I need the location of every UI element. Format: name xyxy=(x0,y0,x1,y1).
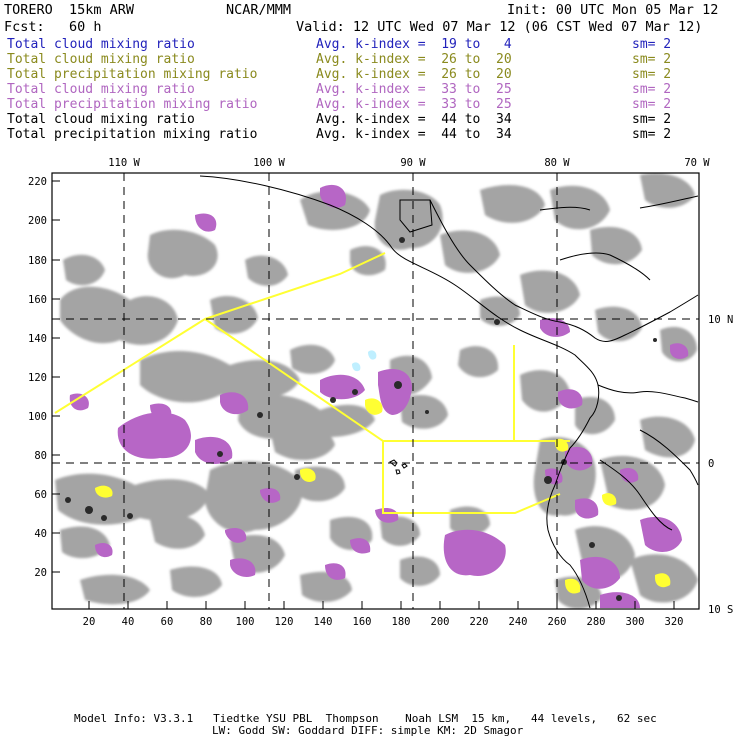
left-axis-label: 140 xyxy=(28,333,47,345)
left-axis-label: 220 xyxy=(28,176,47,188)
right-axis-label: 10 S xyxy=(708,604,733,616)
bottom-axis-label: 60 xyxy=(161,616,174,628)
bottom-axis-label: 200 xyxy=(431,616,450,628)
bottom-axis-label: 100 xyxy=(236,616,255,628)
precip-field xyxy=(69,184,689,608)
legend-sm: sm= 2 xyxy=(632,82,672,97)
left-axis-label: 160 xyxy=(28,294,47,306)
left-ticks xyxy=(52,180,60,573)
left-axis-label: 20 xyxy=(34,567,47,579)
coastline xyxy=(199,175,699,609)
legend-range: Avg. k-index = 19 to 4 xyxy=(316,37,512,52)
init-time: Init: 00 UTC Mon 05 Mar 12 xyxy=(507,2,719,18)
plot-frame xyxy=(51,172,700,610)
bottom-axis-label: 40 xyxy=(122,616,135,628)
org-label: NCAR/MMM xyxy=(226,2,292,18)
bottom-axis-label: 260 xyxy=(548,616,567,628)
model-title: TORERO 15km ARW xyxy=(4,2,135,18)
legend-name: Total precipitation mixing ratio xyxy=(7,97,258,112)
top-axis-label: 100 W xyxy=(253,157,285,169)
yellow-field xyxy=(95,398,671,594)
legend-range: Avg. k-index = 26 to 20 xyxy=(316,52,512,67)
legend-name: Total cloud mixing ratio xyxy=(7,112,195,127)
cyan-field xyxy=(352,350,377,372)
legend-sm: sm= 2 xyxy=(632,127,672,142)
bottom-axis-label: 320 xyxy=(665,616,684,628)
legend-name: Total cloud mixing ratio xyxy=(7,52,195,67)
top-axis-label: 70 W xyxy=(684,157,710,169)
bottom-axis-label: 80 xyxy=(200,616,213,628)
top-axis-label: 110 W xyxy=(108,157,140,169)
left-axis-label: 100 xyxy=(28,411,47,423)
bottom-axis-label: 180 xyxy=(392,616,411,628)
bottom-axis-label: 220 xyxy=(470,616,489,628)
legend-sm: sm= 2 xyxy=(632,67,672,82)
left-axis-label: 180 xyxy=(28,255,47,267)
legend-range: Avg. k-index = 26 to 20 xyxy=(316,67,512,82)
right-axis-label: 0 xyxy=(708,458,714,470)
bottom-axis-label: 20 xyxy=(83,616,96,628)
top-axis-label: 90 W xyxy=(400,157,426,169)
legend-sm: sm= 2 xyxy=(632,37,672,52)
legend-range: Avg. k-index = 33 to 25 xyxy=(316,97,512,112)
bottom-axis-label: 140 xyxy=(314,616,333,628)
legend-name: Total cloud mixing ratio xyxy=(7,37,195,52)
legend-range: Avg. k-index = 44 to 34 xyxy=(316,112,512,127)
legend-range: Avg. k-index = 33 to 25 xyxy=(316,82,512,97)
bottom-axis-label: 120 xyxy=(275,616,294,628)
top-axis-label: 80 W xyxy=(544,157,570,169)
forecast-hour: Fcst: 60 h xyxy=(4,19,102,35)
bottom-ticks xyxy=(88,601,675,609)
left-axis-label: 120 xyxy=(28,372,47,384)
model-info-line1: Model Info: V3.3.1 Tiedtke YSU PBL Thomp… xyxy=(74,712,657,725)
left-axis-label: 200 xyxy=(28,215,47,227)
legend-sm: sm= 2 xyxy=(632,97,672,112)
legend-range: Avg. k-index = 44 to 34 xyxy=(316,127,512,142)
domain-boundary xyxy=(54,252,570,514)
legend-name: Total precipitation mixing ratio xyxy=(7,67,258,82)
model-info-line2: LW: Godd SW: Goddard DIFF: simple KM: 2D… xyxy=(212,724,524,737)
bottom-axis-label: 240 xyxy=(509,616,528,628)
bottom-axis-label: 300 xyxy=(626,616,645,628)
left-axis-label: 40 xyxy=(34,528,47,540)
left-axis-label: 80 xyxy=(34,450,47,462)
legend-sm: sm= 2 xyxy=(632,112,672,127)
cloud-field xyxy=(55,173,698,609)
legend-name: Total precipitation mixing ratio xyxy=(7,127,258,142)
bottom-axis-label: 280 xyxy=(587,616,606,628)
bottom-axis-label: 160 xyxy=(353,616,372,628)
valid-time: Valid: 12 UTC Wed 07 Mar 12 (06 CST Wed … xyxy=(296,19,703,35)
legend-sm: sm= 2 xyxy=(632,52,672,67)
left-axis-label: 60 xyxy=(34,489,47,501)
lat-lon-grid xyxy=(52,173,699,609)
right-axis-label: 10 N xyxy=(708,314,733,326)
legend-name: Total cloud mixing ratio xyxy=(7,82,195,97)
